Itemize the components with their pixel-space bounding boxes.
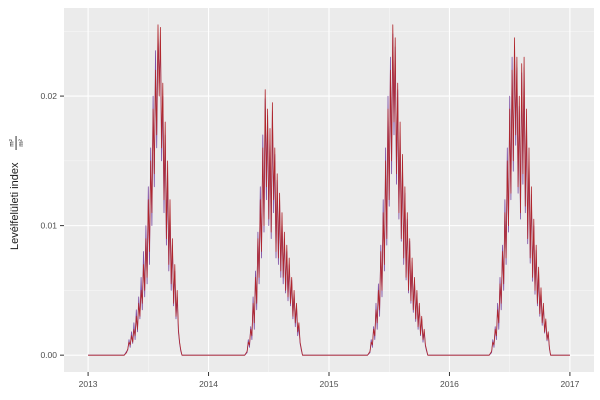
x-tick-label: 2015 (320, 379, 339, 389)
y-axis-title-fraction-numerator: m² (9, 138, 16, 146)
y-axis-title-text: Levélfelületi index (9, 162, 21, 250)
y-tick-label: 0.01 (40, 221, 57, 231)
y-tick-label: 0.00 (40, 350, 57, 360)
series-line-red (88, 24, 570, 356)
y-tick-label: 0.02 (40, 91, 57, 101)
x-tick-label: 2013 (79, 379, 98, 389)
x-tick-label: 2017 (560, 379, 579, 389)
y-axis-title: Levélfelületi index m² m² (9, 136, 25, 250)
y-axis-title-fraction-denominator: m² (18, 138, 25, 146)
y-axis-title-fraction-bar (15, 136, 17, 150)
x-tick-label: 2016 (440, 379, 459, 389)
panel-layer: 2013 2014 2015 2016 2017 0.00 0.01 0.02 (40, 8, 594, 389)
x-tick-label: 2014 (199, 379, 218, 389)
